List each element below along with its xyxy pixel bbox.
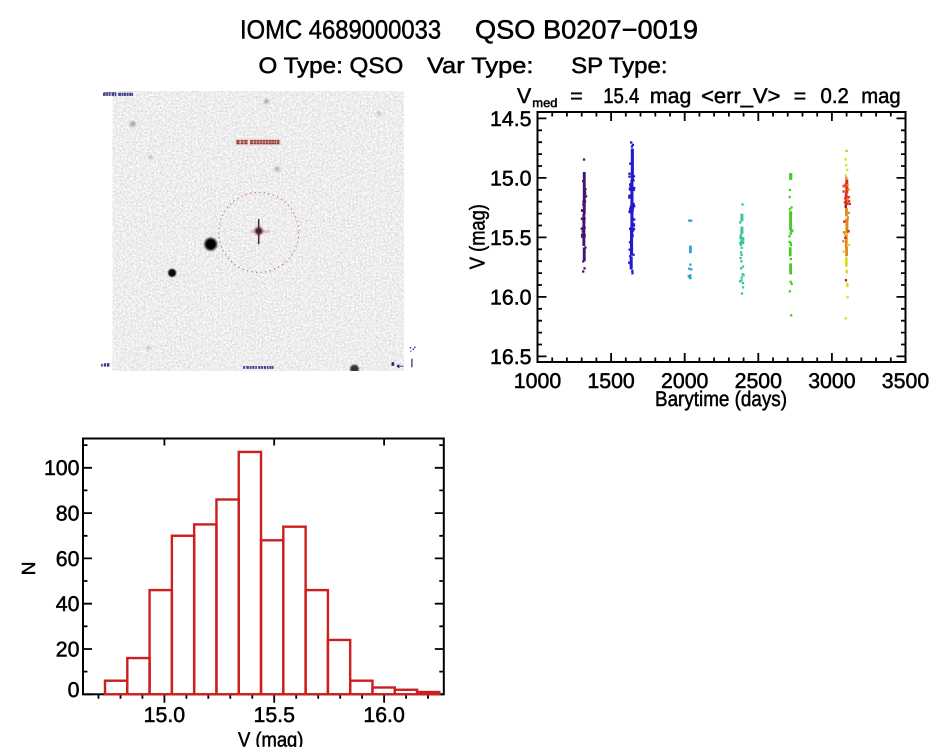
svg-text:16.0: 16.0: [490, 285, 532, 309]
svg-text:Var Type:: Var Type:: [427, 53, 533, 78]
svg-text:=: =: [794, 84, 806, 108]
svg-text:15.0: 15.0: [490, 166, 532, 190]
svg-text:V (mag): V (mag): [466, 204, 490, 269]
svg-text:0: 0: [68, 678, 80, 702]
svg-text:mag: mag: [861, 84, 901, 108]
svg-text:14.5: 14.5: [490, 107, 531, 131]
svg-text:mag: mag: [650, 84, 691, 108]
svg-text:15.5: 15.5: [490, 226, 531, 250]
svg-text:3500: 3500: [882, 369, 930, 393]
svg-text:0.2: 0.2: [821, 84, 849, 108]
svg-text:20: 20: [56, 637, 80, 661]
svg-text:IOMC 4689000033: IOMC 4689000033: [240, 14, 441, 44]
svg-text:2500: 2500: [735, 369, 783, 393]
svg-text:16.5: 16.5: [490, 345, 531, 369]
svg-text:V (mag): V (mag): [238, 728, 304, 747]
svg-text:med: med: [532, 96, 557, 110]
svg-text:SP Type:: SP Type:: [571, 53, 667, 78]
svg-text:3000: 3000: [808, 369, 856, 393]
svg-text:1000: 1000: [514, 369, 562, 393]
svg-text:2000: 2000: [661, 369, 709, 393]
svg-text:40: 40: [56, 592, 80, 616]
svg-text:16.0: 16.0: [363, 703, 405, 727]
svg-text:15.4: 15.4: [603, 84, 639, 108]
svg-text:=: =: [570, 84, 582, 108]
svg-text:Barytime (days): Barytime (days): [655, 387, 787, 411]
svg-text:<err_V>: <err_V>: [701, 84, 780, 108]
svg-text:O Type: QSO: O Type: QSO: [259, 53, 404, 78]
svg-text:15.5: 15.5: [253, 703, 294, 727]
svg-text:60: 60: [56, 547, 80, 571]
svg-text:QSO B0207−0019: QSO B0207−0019: [475, 14, 698, 44]
svg-text:15.0: 15.0: [144, 703, 186, 727]
svg-text:100: 100: [44, 456, 80, 480]
svg-text:80: 80: [56, 502, 80, 526]
svg-text:1500: 1500: [587, 369, 635, 393]
svg-text:V: V: [517, 84, 532, 108]
svg-text:N: N: [19, 562, 40, 576]
